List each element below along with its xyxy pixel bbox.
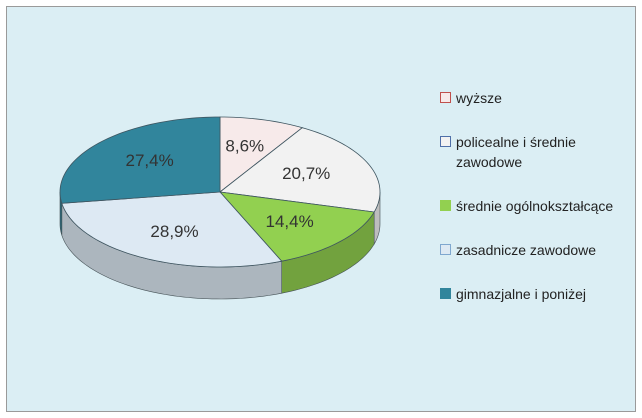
data-label: 14,4% [266,212,314,231]
data-label: 20,7% [282,164,330,183]
legend-item: gimnazjalne i poniżej [440,284,616,304]
legend-item: średnie ogólnokształcące [440,196,616,216]
legend-swatch [440,200,451,211]
legend-label: wyższe [456,90,502,106]
slice [219,127,381,213]
slice [218,191,375,262]
legend-label: średnie ogólnokształcące [456,198,614,214]
slice [59,116,221,204]
legend-item: policealne i średnie zawodowe [440,132,616,172]
legend-swatch [440,288,451,299]
legend-item: zasadnicze zawodowe [440,240,616,260]
data-label: 8,6% [225,137,264,156]
legend-label: policealne i średnie zawodowe [456,134,576,170]
legend-label: gimnazjalne i poniżej [456,286,586,302]
legend-item: wyższe [440,88,616,108]
legend-swatch [440,244,451,255]
slice [61,191,283,268]
legend-swatch [440,92,451,103]
legend-label: zasadnicze zawodowe [456,242,597,258]
legend-swatch [440,136,451,147]
data-label: 27,4% [126,151,174,170]
legend: wyższe policealne i średnie zawodowe średn… [440,88,616,304]
slice [219,116,304,193]
data-label: 28,9% [150,222,198,241]
